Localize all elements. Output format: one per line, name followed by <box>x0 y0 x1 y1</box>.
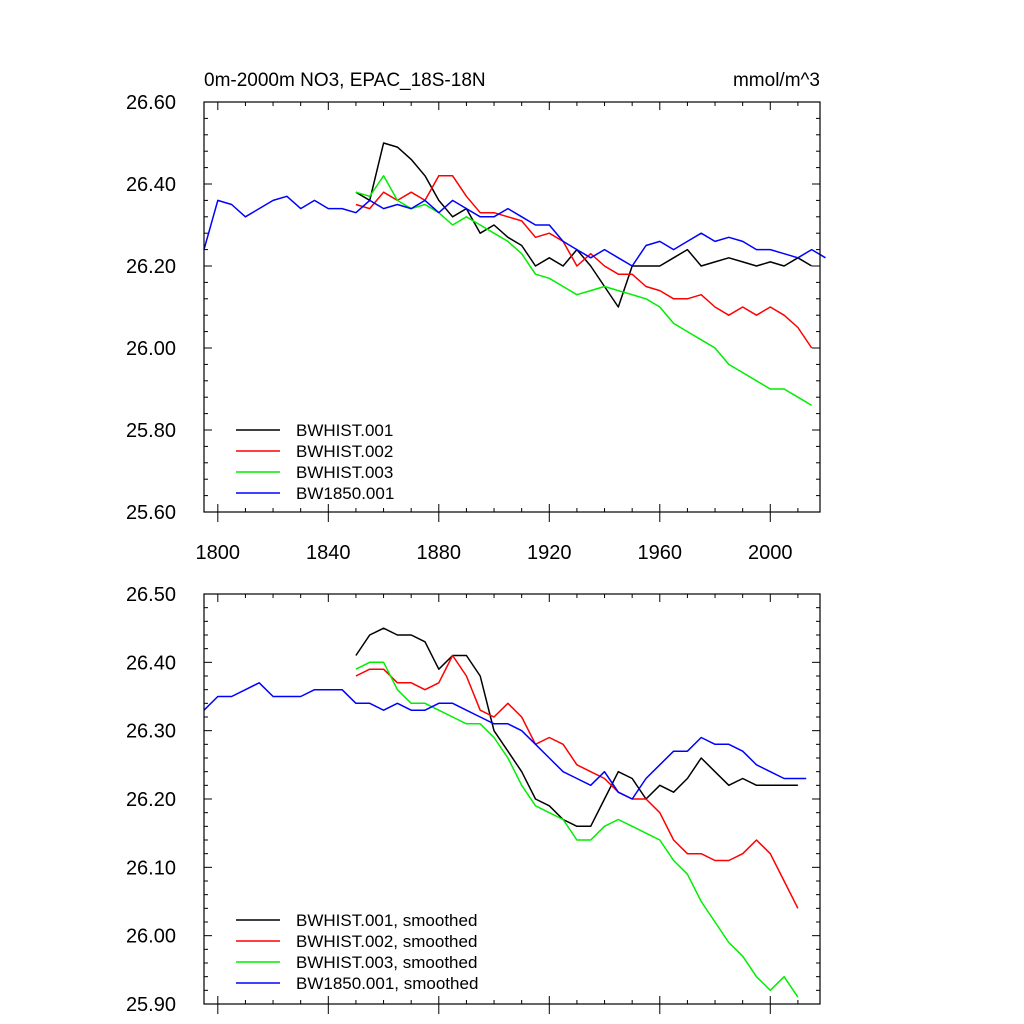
top-units-label: mmol/m^3 <box>733 70 820 91</box>
top-chart-title: 0m-2000m NO3, EPAC_18S-18N <box>204 70 486 91</box>
top-legend: BWHIST.001 BWHIST.002 BWHIST.003 BW1850.… <box>236 421 394 503</box>
bottom-legend-label-2: BWHIST.002, smoothed <box>296 932 477 951</box>
bot-ytick-label: 25.90 <box>126 994 176 1016</box>
bottom-legend-label-1: BWHIST.001, smoothed <box>296 911 477 930</box>
top-ytick-label: 26.60 <box>126 92 176 114</box>
top-series-lines <box>203 142 826 407</box>
top-ytick-label: 25.80 <box>126 420 176 442</box>
top-xtick-label: 1840 <box>306 542 351 564</box>
top-panel: 0m-2000m NO3, EPAC_18S-18N mmol/m^3 25.6… <box>126 70 826 564</box>
bot-series-line-3 <box>355 661 799 998</box>
top-xtick-label: 1920 <box>527 542 572 564</box>
top-series-line-2 <box>355 175 813 349</box>
top-axes: 25.60 25.80 26.00 26.20 26.40 26.60 1800 1840 18… <box>126 92 820 564</box>
bot-series-line-4 <box>203 682 807 800</box>
top-series-line-1 <box>355 142 813 308</box>
bottom-series-lines <box>203 627 807 998</box>
top-series-line-3 <box>355 175 813 407</box>
top-xtick-label: 1880 <box>417 542 462 564</box>
top-legend-label-3: BWHIST.003 <box>296 463 393 482</box>
top-legend-label-1: BWHIST.001 <box>296 421 393 440</box>
top-xtick-label: 1960 <box>638 542 683 564</box>
bot-ytick-label: 26.40 <box>126 652 176 674</box>
bot-ytick-label: 26.10 <box>126 857 176 879</box>
bottom-legend: BWHIST.001, smoothed BWHIST.002, smoothe… <box>236 911 478 993</box>
top-ytick-label: 26.20 <box>126 256 176 278</box>
top-ytick-label: 26.40 <box>126 174 176 196</box>
bot-ytick-label: 26.50 <box>126 584 176 606</box>
top-ytick-label: 26.00 <box>126 338 176 360</box>
bottom-panel: 25.90 26.00 26.10 26.20 26.30 26.40 26.50 BWHI… <box>126 584 821 1016</box>
bottom-plot-frame <box>203 593 821 1005</box>
bot-ytick-label: 26.30 <box>126 721 176 743</box>
bottom-axes: 25.90 26.00 26.10 26.20 26.30 26.40 26.50 <box>126 584 820 1016</box>
bot-series-line-2 <box>355 654 799 909</box>
bot-ytick-label: 26.20 <box>126 789 176 811</box>
top-ytick-label: 25.60 <box>126 502 176 524</box>
bot-series-line-1 <box>355 627 798 828</box>
bot-ytick-label: 26.00 <box>126 926 176 948</box>
top-legend-label-4: BW1850.001 <box>296 484 394 503</box>
top-series-line-4 <box>203 195 826 267</box>
bottom-legend-label-4: BW1850.001, smoothed <box>296 974 478 993</box>
top-legend-label-2: BWHIST.002 <box>296 442 393 461</box>
top-plot-frame <box>203 101 821 513</box>
top-xtick-label: 2000 <box>748 542 793 564</box>
bottom-legend-label-3: BWHIST.003, smoothed <box>296 953 477 972</box>
top-xtick-label: 1800 <box>196 542 241 564</box>
